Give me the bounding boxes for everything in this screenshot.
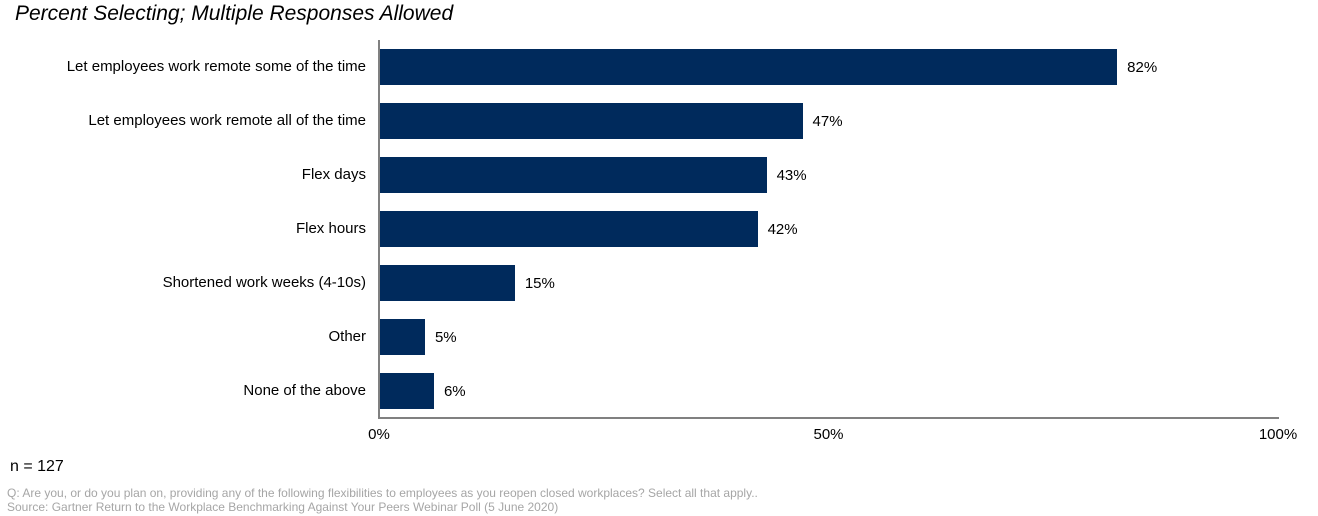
x-tick-label: 50%: [813, 426, 844, 443]
value-label: 15%: [524, 274, 555, 292]
category-label: Let employees work remote some of the ti…: [66, 57, 366, 75]
chart-title: Percent Selecting; Multiple Responses Al…: [15, 2, 454, 25]
bar-track: 42%: [380, 202, 1279, 256]
x-tick-label: 100%: [1258, 426, 1298, 443]
bar-row: None of the above 6%: [0, 364, 1279, 418]
bar-row: Let employees work remote all of the tim…: [0, 94, 1279, 148]
bar: [380, 157, 767, 193]
bar-row: Flex days 43%: [0, 148, 1279, 202]
bar-rows: Let employees work remote some of the ti…: [0, 40, 1279, 418]
bar-row: Shortened work weeks (4-10s) 15%: [0, 256, 1279, 310]
category-label: Other: [328, 327, 366, 345]
bar-row: Flex hours 42%: [0, 202, 1279, 256]
category-label: None of the above: [243, 381, 366, 399]
bar-track: 43%: [380, 148, 1279, 202]
value-label: 5%: [434, 328, 457, 346]
bar-track: 82%: [380, 40, 1279, 94]
bar-track: 47%: [380, 94, 1279, 148]
source-footnote: Source: Gartner Return to the Workplace …: [7, 500, 559, 514]
sample-size-label: n = 127: [10, 458, 64, 475]
value-label: 43%: [776, 166, 807, 184]
bar: [380, 103, 803, 139]
category-label: Flex days: [301, 165, 366, 183]
bar-track: 5%: [380, 310, 1279, 364]
bar-track: 6%: [380, 364, 1279, 418]
value-label: 6%: [443, 382, 466, 400]
category-label: Flex hours: [295, 219, 366, 237]
category-label: Let employees work remote all of the tim…: [88, 111, 366, 129]
bar-row: Other 5%: [0, 310, 1279, 364]
bar: [380, 373, 434, 409]
bar: [380, 49, 1118, 85]
value-label: 82%: [1127, 58, 1158, 76]
value-label: 47%: [812, 112, 843, 130]
bar: [380, 265, 515, 301]
bar: [380, 319, 425, 355]
bar-track: 15%: [380, 256, 1279, 310]
x-axis-ticks: 0% 50% 100%: [368, 426, 1297, 446]
question-footnote: Q: Are you, or do you plan on, providing…: [7, 486, 758, 500]
bar-row: Let employees work remote some of the ti…: [0, 40, 1279, 94]
value-label: 42%: [767, 220, 798, 238]
x-tick-label: 0%: [368, 426, 390, 443]
category-label: Shortened work weeks (4-10s): [162, 273, 366, 291]
bar: [380, 211, 758, 247]
plot-axes-frame: [378, 40, 1279, 419]
